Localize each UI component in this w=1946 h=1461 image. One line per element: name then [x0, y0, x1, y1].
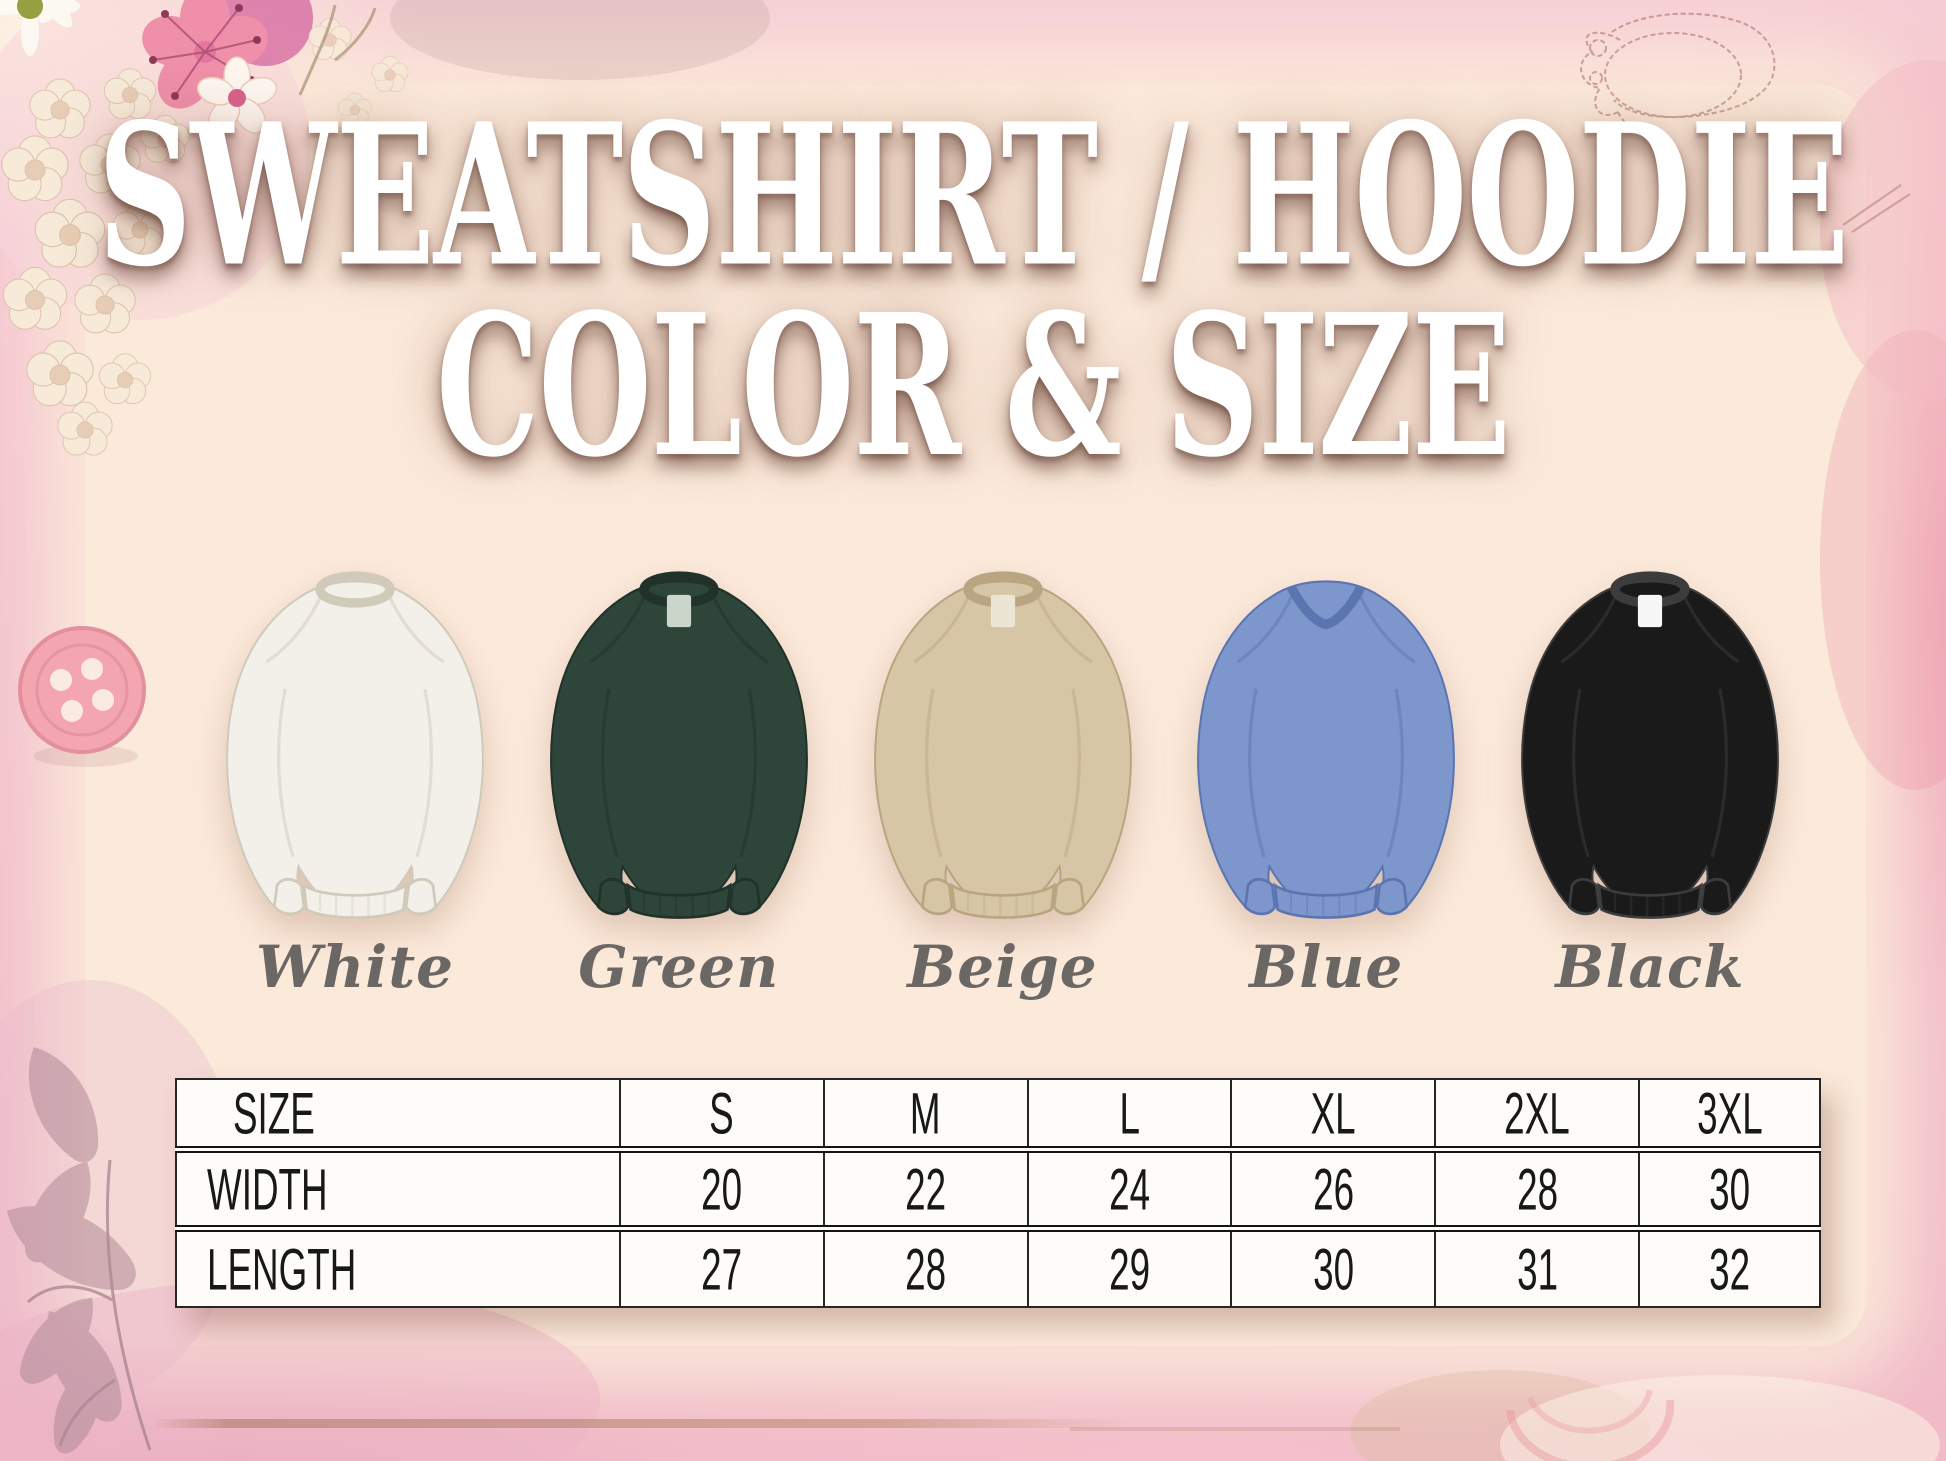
- color-label: White: [255, 933, 455, 1001]
- sweatshirt-green: Green: [529, 568, 829, 1001]
- length-3xl: 32: [1638, 1227, 1821, 1308]
- page-title: SWEATSHIRT / HOODIE COLOR & SIZE: [0, 80, 1946, 502]
- color-label: Green: [578, 933, 780, 1001]
- daisy-icon: [0, 0, 80, 56]
- pencil-line-icon: [150, 1419, 1400, 1431]
- color-label: Blue: [1249, 933, 1404, 1001]
- length-l: 29: [1026, 1227, 1233, 1308]
- width-l: 24: [1026, 1148, 1233, 1232]
- length-xl: 30: [1230, 1227, 1437, 1308]
- sweatshirt-beige: Beige: [853, 568, 1153, 1001]
- size-chart-table: SIZE S M L XL 2XL 3XL WIDTH 20 22 24 26 28 30 LENGTH 27…: [175, 1078, 1821, 1308]
- width-m: 22: [822, 1148, 1029, 1232]
- width-label: WIDTH: [175, 1148, 621, 1232]
- header-size-3xl: 3XL: [1638, 1078, 1821, 1153]
- color-label: Black: [1555, 933, 1745, 1001]
- header-size-label: SIZE: [175, 1078, 621, 1153]
- sweatshirt-black: Black: [1500, 568, 1800, 1001]
- width-2xl: 28: [1434, 1148, 1641, 1232]
- width-xl: 26: [1230, 1148, 1437, 1232]
- sweatshirt-image: [873, 571, 1132, 919]
- length-m: 28: [822, 1227, 1029, 1308]
- header-size-s: S: [618, 1078, 825, 1153]
- sweatshirt-image: [1197, 580, 1456, 919]
- sweatshirt-blue: Blue: [1176, 568, 1476, 1001]
- sweatshirt-image: [549, 571, 808, 919]
- length-label: LENGTH: [175, 1227, 621, 1308]
- sweatshirt-white: White: [205, 568, 505, 1001]
- length-s: 27: [618, 1227, 825, 1308]
- width-s: 20: [618, 1148, 825, 1232]
- color-label: Beige: [907, 933, 1098, 1001]
- title-line2: COLOR & SIZE: [436, 271, 1511, 502]
- size-header-row: SIZE S M L XL 2XL 3XL: [175, 1078, 1821, 1153]
- title-line1: SWEATSHIRT / HOODIE: [97, 80, 1849, 310]
- header-size-l: L: [1026, 1078, 1233, 1153]
- sweatshirt-row: White Green: [205, 568, 1800, 1001]
- length-2xl: 31: [1434, 1227, 1641, 1308]
- row-width: WIDTH 20 22 24 26 28 30: [175, 1148, 1821, 1232]
- sweatshirt-image: [1521, 571, 1779, 919]
- header-size-m: M: [822, 1078, 1029, 1153]
- sweatshirt-image: [226, 571, 484, 919]
- row-length: LENGTH 27 28 29 30 31 32: [175, 1227, 1821, 1308]
- header-size-xl: XL: [1230, 1078, 1437, 1153]
- width-3xl: 30: [1638, 1148, 1821, 1232]
- header-size-2xl: 2XL: [1434, 1078, 1641, 1153]
